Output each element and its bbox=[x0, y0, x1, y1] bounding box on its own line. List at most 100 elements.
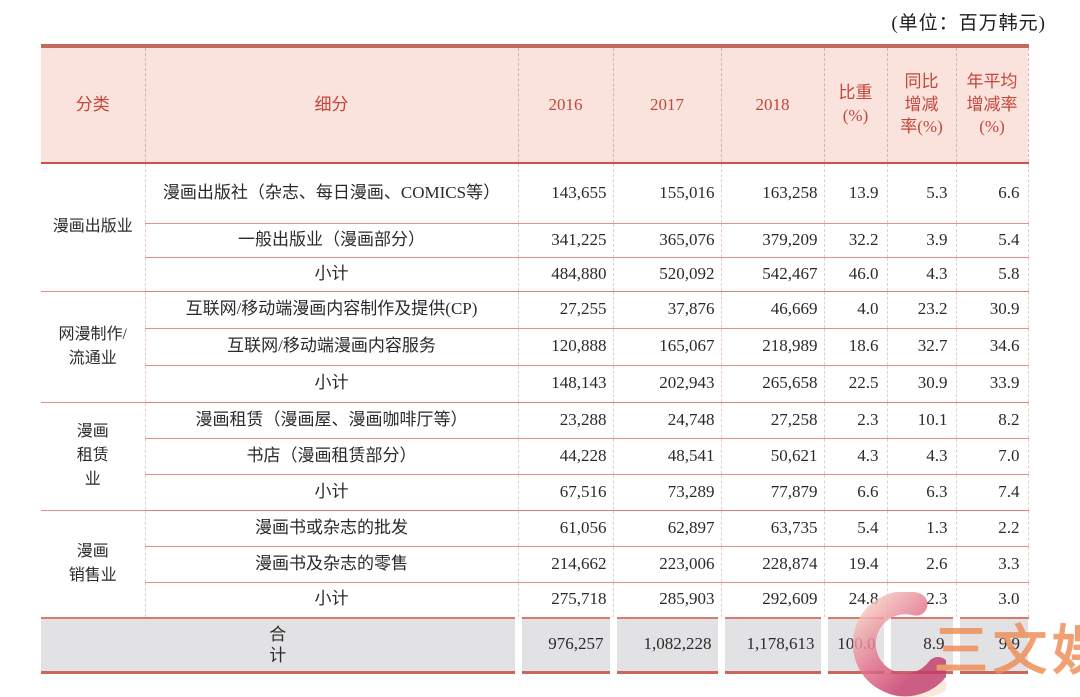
value-yoy: 10.1 bbox=[887, 402, 957, 439]
value-avg: 6.6 bbox=[956, 163, 1029, 224]
value-2017: 223,006 bbox=[613, 546, 722, 583]
category-cell: 漫画 销售业 bbox=[41, 510, 146, 619]
table-row: 漫画出版业 漫画出版社（杂志、每日漫画、COMICS等） 143,655 155… bbox=[41, 163, 1029, 292]
value-2018: 46,669 bbox=[721, 291, 825, 329]
value-2018: 77,879 bbox=[721, 474, 825, 511]
value-yoy: 2.3 bbox=[887, 582, 957, 619]
value-weight: 4.0 bbox=[824, 291, 888, 329]
value-weight: 24.8 bbox=[824, 582, 888, 619]
value-avg: 5.8 bbox=[956, 257, 1029, 292]
value-2017: 155,016 bbox=[613, 163, 722, 224]
value-weight: 5.4 bbox=[824, 510, 888, 547]
total-row: 合 计 976,257 1,082,228 1,178,613 100.0 8.… bbox=[41, 617, 1028, 674]
value-2016: 61,056 bbox=[518, 510, 614, 547]
value-avg: 7.0 bbox=[956, 438, 1029, 475]
total-label: 合 计 bbox=[41, 617, 518, 674]
header-yoy: 同比 增减 率(%) bbox=[887, 46, 957, 164]
total-weight: 100.0 bbox=[820, 617, 887, 674]
value-avg: 3.0 bbox=[956, 582, 1029, 619]
subdivision-cell: 书店（漫画租赁部分） bbox=[145, 438, 519, 475]
total-avg: 9.9 bbox=[952, 617, 1028, 674]
value-yoy: 4.3 bbox=[887, 257, 957, 292]
subtotal-row: 小计 484,880 520,092 542,467 46.0 4.3 5.8 bbox=[41, 257, 1029, 292]
value-avg: 5.4 bbox=[956, 223, 1029, 258]
value-yoy: 1.3 bbox=[887, 510, 957, 547]
table-row: 漫画书及杂志的零售 214,662 223,006 228,874 19.4 2… bbox=[41, 546, 1029, 583]
value-2016: 484,880 bbox=[518, 257, 614, 292]
value-2018: 228,874 bbox=[721, 546, 825, 583]
value-yoy: 3.9 bbox=[887, 223, 957, 258]
header-2016: 2016 bbox=[518, 46, 614, 164]
value-2018: 292,609 bbox=[721, 582, 825, 619]
table-row: 一般出版业（漫画部分） 341,225 365,076 379,209 32.2… bbox=[41, 223, 1029, 258]
value-2016: 120,888 bbox=[518, 328, 614, 366]
value-weight: 46.0 bbox=[824, 257, 888, 292]
value-yoy: 30.9 bbox=[887, 365, 957, 403]
value-2018: 163,258 bbox=[721, 163, 825, 224]
value-2018: 265,658 bbox=[721, 365, 825, 403]
total-2017: 1,082,228 bbox=[609, 617, 721, 674]
value-weight: 19.4 bbox=[824, 546, 888, 583]
value-avg: 8.2 bbox=[956, 402, 1029, 439]
value-yoy: 5.3 bbox=[887, 163, 957, 224]
subtotal-label: 小计 bbox=[145, 257, 519, 292]
total-2018: 1,178,613 bbox=[717, 617, 824, 674]
value-2017: 365,076 bbox=[613, 223, 722, 258]
total-yoy: 8.9 bbox=[883, 617, 956, 674]
value-2017: 37,876 bbox=[613, 291, 722, 329]
value-2018: 379,209 bbox=[721, 223, 825, 258]
value-yoy: 4.3 bbox=[887, 438, 957, 475]
value-avg: 34.6 bbox=[956, 328, 1029, 366]
category-cell: 漫画 租赁 业 bbox=[41, 402, 146, 511]
value-2016: 214,662 bbox=[518, 546, 614, 583]
subdivision-cell: 漫画出版社（杂志、每日漫画、COMICS等） bbox=[145, 163, 519, 224]
header-annual-avg: 年平均 增减率 (%) bbox=[956, 46, 1029, 164]
table-row: 互联网/移动端漫画内容服务 120,888 165,067 218,989 18… bbox=[41, 328, 1029, 366]
value-avg: 33.9 bbox=[956, 365, 1029, 403]
subdivision-cell: 漫画书或杂志的批发 bbox=[145, 510, 519, 547]
value-2017: 62,897 bbox=[613, 510, 722, 547]
subtotal-label: 小计 bbox=[145, 365, 519, 403]
value-avg: 2.2 bbox=[956, 510, 1029, 547]
value-2018: 63,735 bbox=[721, 510, 825, 547]
value-2016: 27,255 bbox=[518, 291, 614, 329]
statistics-table: 分类 细分 2016 2017 2018 比重 (%) 同比 增减 率(%) 年… bbox=[41, 44, 1029, 674]
subtotal-row: 小计 67,516 73,289 77,879 6.6 6.3 7.4 bbox=[41, 474, 1029, 511]
table-row: 漫画 销售业 漫画书或杂志的批发 61,056 62,897 63,735 5.… bbox=[41, 510, 1029, 619]
subdivision-cell: 漫画租赁（漫画屋、漫画咖啡厅等） bbox=[145, 402, 519, 439]
total-2016: 976,257 bbox=[514, 617, 613, 674]
value-avg: 3.3 bbox=[956, 546, 1029, 583]
value-weight: 32.2 bbox=[824, 223, 888, 258]
value-weight: 22.5 bbox=[824, 365, 888, 403]
value-weight: 18.6 bbox=[824, 328, 888, 366]
subtotal-row: 小计 275,718 285,903 292,609 24.8 2.3 3.0 bbox=[41, 582, 1029, 619]
value-2017: 202,943 bbox=[613, 365, 722, 403]
table-row: 漫画 租赁 业 漫画租赁（漫画屋、漫画咖啡厅等） 23,288 24,748 2… bbox=[41, 402, 1029, 511]
value-2017: 285,903 bbox=[613, 582, 722, 619]
value-yoy: 6.3 bbox=[887, 474, 957, 511]
header-2017: 2017 bbox=[613, 46, 722, 164]
header-weight: 比重 (%) bbox=[824, 46, 888, 164]
value-2016: 67,516 bbox=[518, 474, 614, 511]
table-row: 网漫制作/ 流通业 互联网/移动端漫画内容制作及提供(CP) 27,255 37… bbox=[41, 291, 1029, 403]
category-cell: 网漫制作/ 流通业 bbox=[41, 291, 146, 403]
header-category: 分类 bbox=[41, 46, 146, 164]
statistics-table-wrap: 分类 细分 2016 2017 2018 比重 (%) 同比 增减 率(%) 年… bbox=[41, 44, 1029, 674]
value-yoy: 32.7 bbox=[887, 328, 957, 366]
value-2016: 44,228 bbox=[518, 438, 614, 475]
value-weight: 4.3 bbox=[824, 438, 888, 475]
subdivision-cell: 漫画书及杂志的零售 bbox=[145, 546, 519, 583]
subdivision-cell: 互联网/移动端漫画内容制作及提供(CP) bbox=[145, 291, 519, 329]
value-2016: 143,655 bbox=[518, 163, 614, 224]
value-2017: 165,067 bbox=[613, 328, 722, 366]
subdivision-cell: 一般出版业（漫画部分） bbox=[145, 223, 519, 258]
category-cell: 漫画出版业 bbox=[41, 163, 146, 292]
value-2016: 23,288 bbox=[518, 402, 614, 439]
value-2018: 218,989 bbox=[721, 328, 825, 366]
value-2018: 27,258 bbox=[721, 402, 825, 439]
value-yoy: 2.6 bbox=[887, 546, 957, 583]
value-2016: 275,718 bbox=[518, 582, 614, 619]
value-2018: 542,467 bbox=[721, 257, 825, 292]
header-subdivision: 细分 bbox=[145, 46, 519, 164]
